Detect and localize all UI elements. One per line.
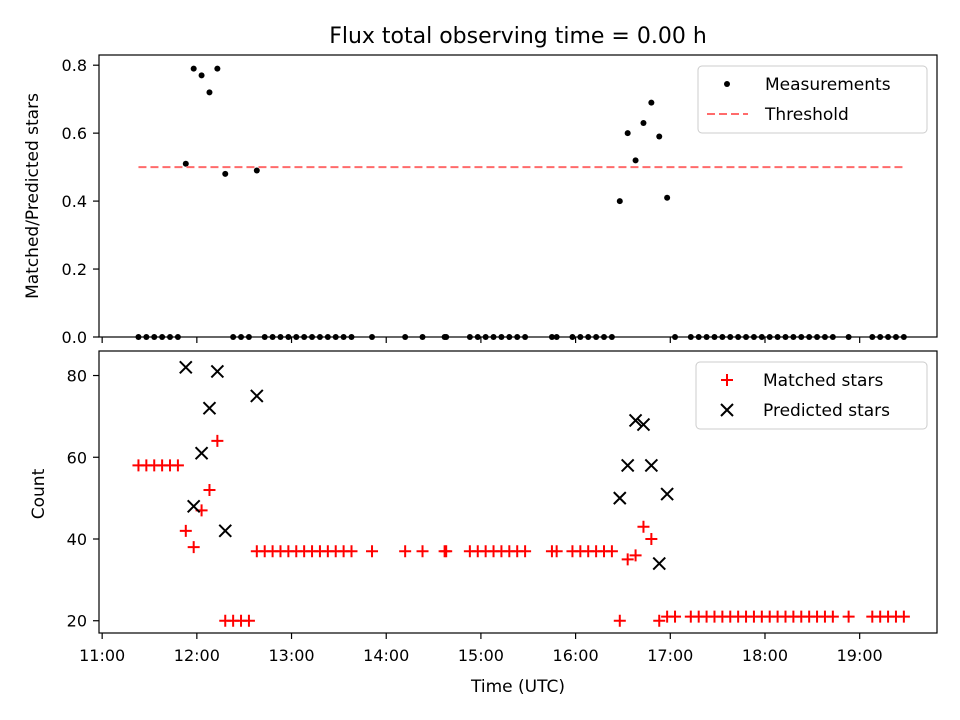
legend-measurements-label: Measurements (765, 75, 891, 95)
predicted-star-point (218, 524, 232, 538)
panel-counts: 20 40 60 80 11:00 12:00 13:00 14:00 15:00 16:00 17… (29, 350, 938, 697)
measurement-point (198, 72, 205, 79)
matched-star-point (171, 459, 184, 472)
ratio-y-axis-label: Matched/Predicted stars (23, 93, 43, 299)
measurement-point (222, 170, 229, 177)
predicted-star-point (194, 446, 209, 460)
x-tick-label: 15:00 (458, 646, 504, 665)
x-tick-label: 11:00 (79, 646, 125, 665)
measurement-point (616, 198, 623, 205)
ratio-axes-frame (98, 54, 938, 338)
matched-star-point (842, 610, 855, 623)
measurement-point (640, 119, 647, 126)
ratio-legend-box (697, 65, 928, 134)
matched-star-point (242, 614, 255, 627)
ratio-y-tick-label: 0.0 (62, 328, 87, 347)
matched-star-point (211, 434, 224, 447)
matched-star-point (187, 541, 200, 554)
matched-star-point (416, 545, 429, 558)
x-tick-label: 12:00 (174, 646, 220, 665)
predicted-star-point (186, 499, 201, 514)
matched-star-point (440, 545, 453, 558)
legend-predicted-label: Predicted stars (763, 401, 890, 421)
legend-matched-label: Matched stars (763, 371, 883, 391)
matched-star-point (645, 533, 658, 545)
ratio-legend: Measurements Threshold (697, 65, 928, 134)
predicted-star-point (179, 360, 193, 375)
matched-star-point (399, 545, 412, 558)
predicted-star-point (202, 401, 217, 415)
matched-star-point (897, 610, 910, 623)
counts-y-axis-label: Count (29, 468, 49, 519)
matched-star-point (613, 614, 626, 627)
panel-ratio: 0.00.20.40.60.8 Matched/Predicted stars … (23, 54, 938, 347)
counts-plot-marks (132, 360, 910, 627)
predicted-star-point (644, 458, 659, 473)
predicted-star-point (613, 491, 627, 505)
measurement-point (214, 65, 221, 72)
counts-legend-box (695, 361, 928, 430)
x-tick-label: 13:00 (268, 646, 314, 665)
measurement-point (182, 160, 189, 167)
legend-threshold-label: Threshold (764, 105, 849, 125)
x-tick-label: 19:00 (837, 646, 883, 665)
predicted-star-point (210, 364, 225, 379)
predicted-star-point (628, 413, 643, 428)
predicted-star-point (660, 487, 674, 501)
matched-star-point (637, 520, 650, 533)
ratio-y-tick-label: 0.2 (62, 260, 87, 279)
matched-star-point (519, 545, 532, 558)
predicted-star-point (620, 458, 635, 473)
x-axis-label: Time (UTC) (470, 677, 565, 697)
measurement-point (253, 167, 260, 174)
ratio-axis-ticks: 0.0 0.2 0.4 0.6 0.8 (62, 56, 861, 347)
x-tick-label: 18:00 (742, 646, 788, 665)
predicted-star-point (636, 417, 651, 432)
x-tick-label: 16:00 (553, 646, 599, 665)
x-tick-label: 17:00 (647, 646, 693, 665)
counts-y-tick-label: 80 (67, 367, 87, 386)
legend-matched-marker (721, 374, 733, 386)
ratio-y-tick-label: 0.6 (62, 124, 87, 143)
counts-legend: Matched stars Predicted stars (695, 361, 928, 430)
matched-star-point (345, 545, 358, 558)
measurement-point (190, 65, 197, 72)
matched-star-point (203, 483, 216, 496)
counts-y-tick-label: 20 (67, 612, 87, 631)
measurement-point (648, 99, 655, 106)
matched-star-point (621, 553, 634, 566)
legend-predicted-marker (720, 403, 734, 417)
measurement-point (664, 194, 671, 201)
ratio-y-tick-label: 0.4 (62, 192, 87, 211)
matched-star-point (669, 610, 682, 623)
matched-star-point (826, 610, 839, 623)
counts-y-tick-label: 60 (67, 448, 87, 467)
measurement-point (632, 157, 639, 164)
matched-star-point (179, 524, 192, 537)
matched-star-point (366, 545, 379, 558)
predicted-star-point (652, 556, 666, 571)
x-tick-label: 14:00 (363, 646, 409, 665)
predicted-star-point (250, 389, 264, 403)
counts-axis-ticks: 20 40 60 80 11:00 12:00 13:00 14:00 15:00 16:00 17… (67, 367, 883, 665)
matched-star-point (605, 545, 618, 558)
ratio-y-tick-label: 0.8 (62, 56, 87, 75)
chart-title: Flux total observing time = 0.00 h (329, 24, 707, 49)
matched-star-point (550, 545, 563, 558)
legend-measurements-marker (724, 81, 730, 87)
measurement-point (206, 89, 213, 96)
matched-star-point (653, 614, 666, 627)
counts-axes-frame (98, 350, 938, 634)
matched-star-point (629, 549, 642, 562)
measurement-point (656, 133, 663, 140)
counts-y-tick-label: 40 (67, 530, 87, 549)
measurement-point (624, 130, 631, 137)
